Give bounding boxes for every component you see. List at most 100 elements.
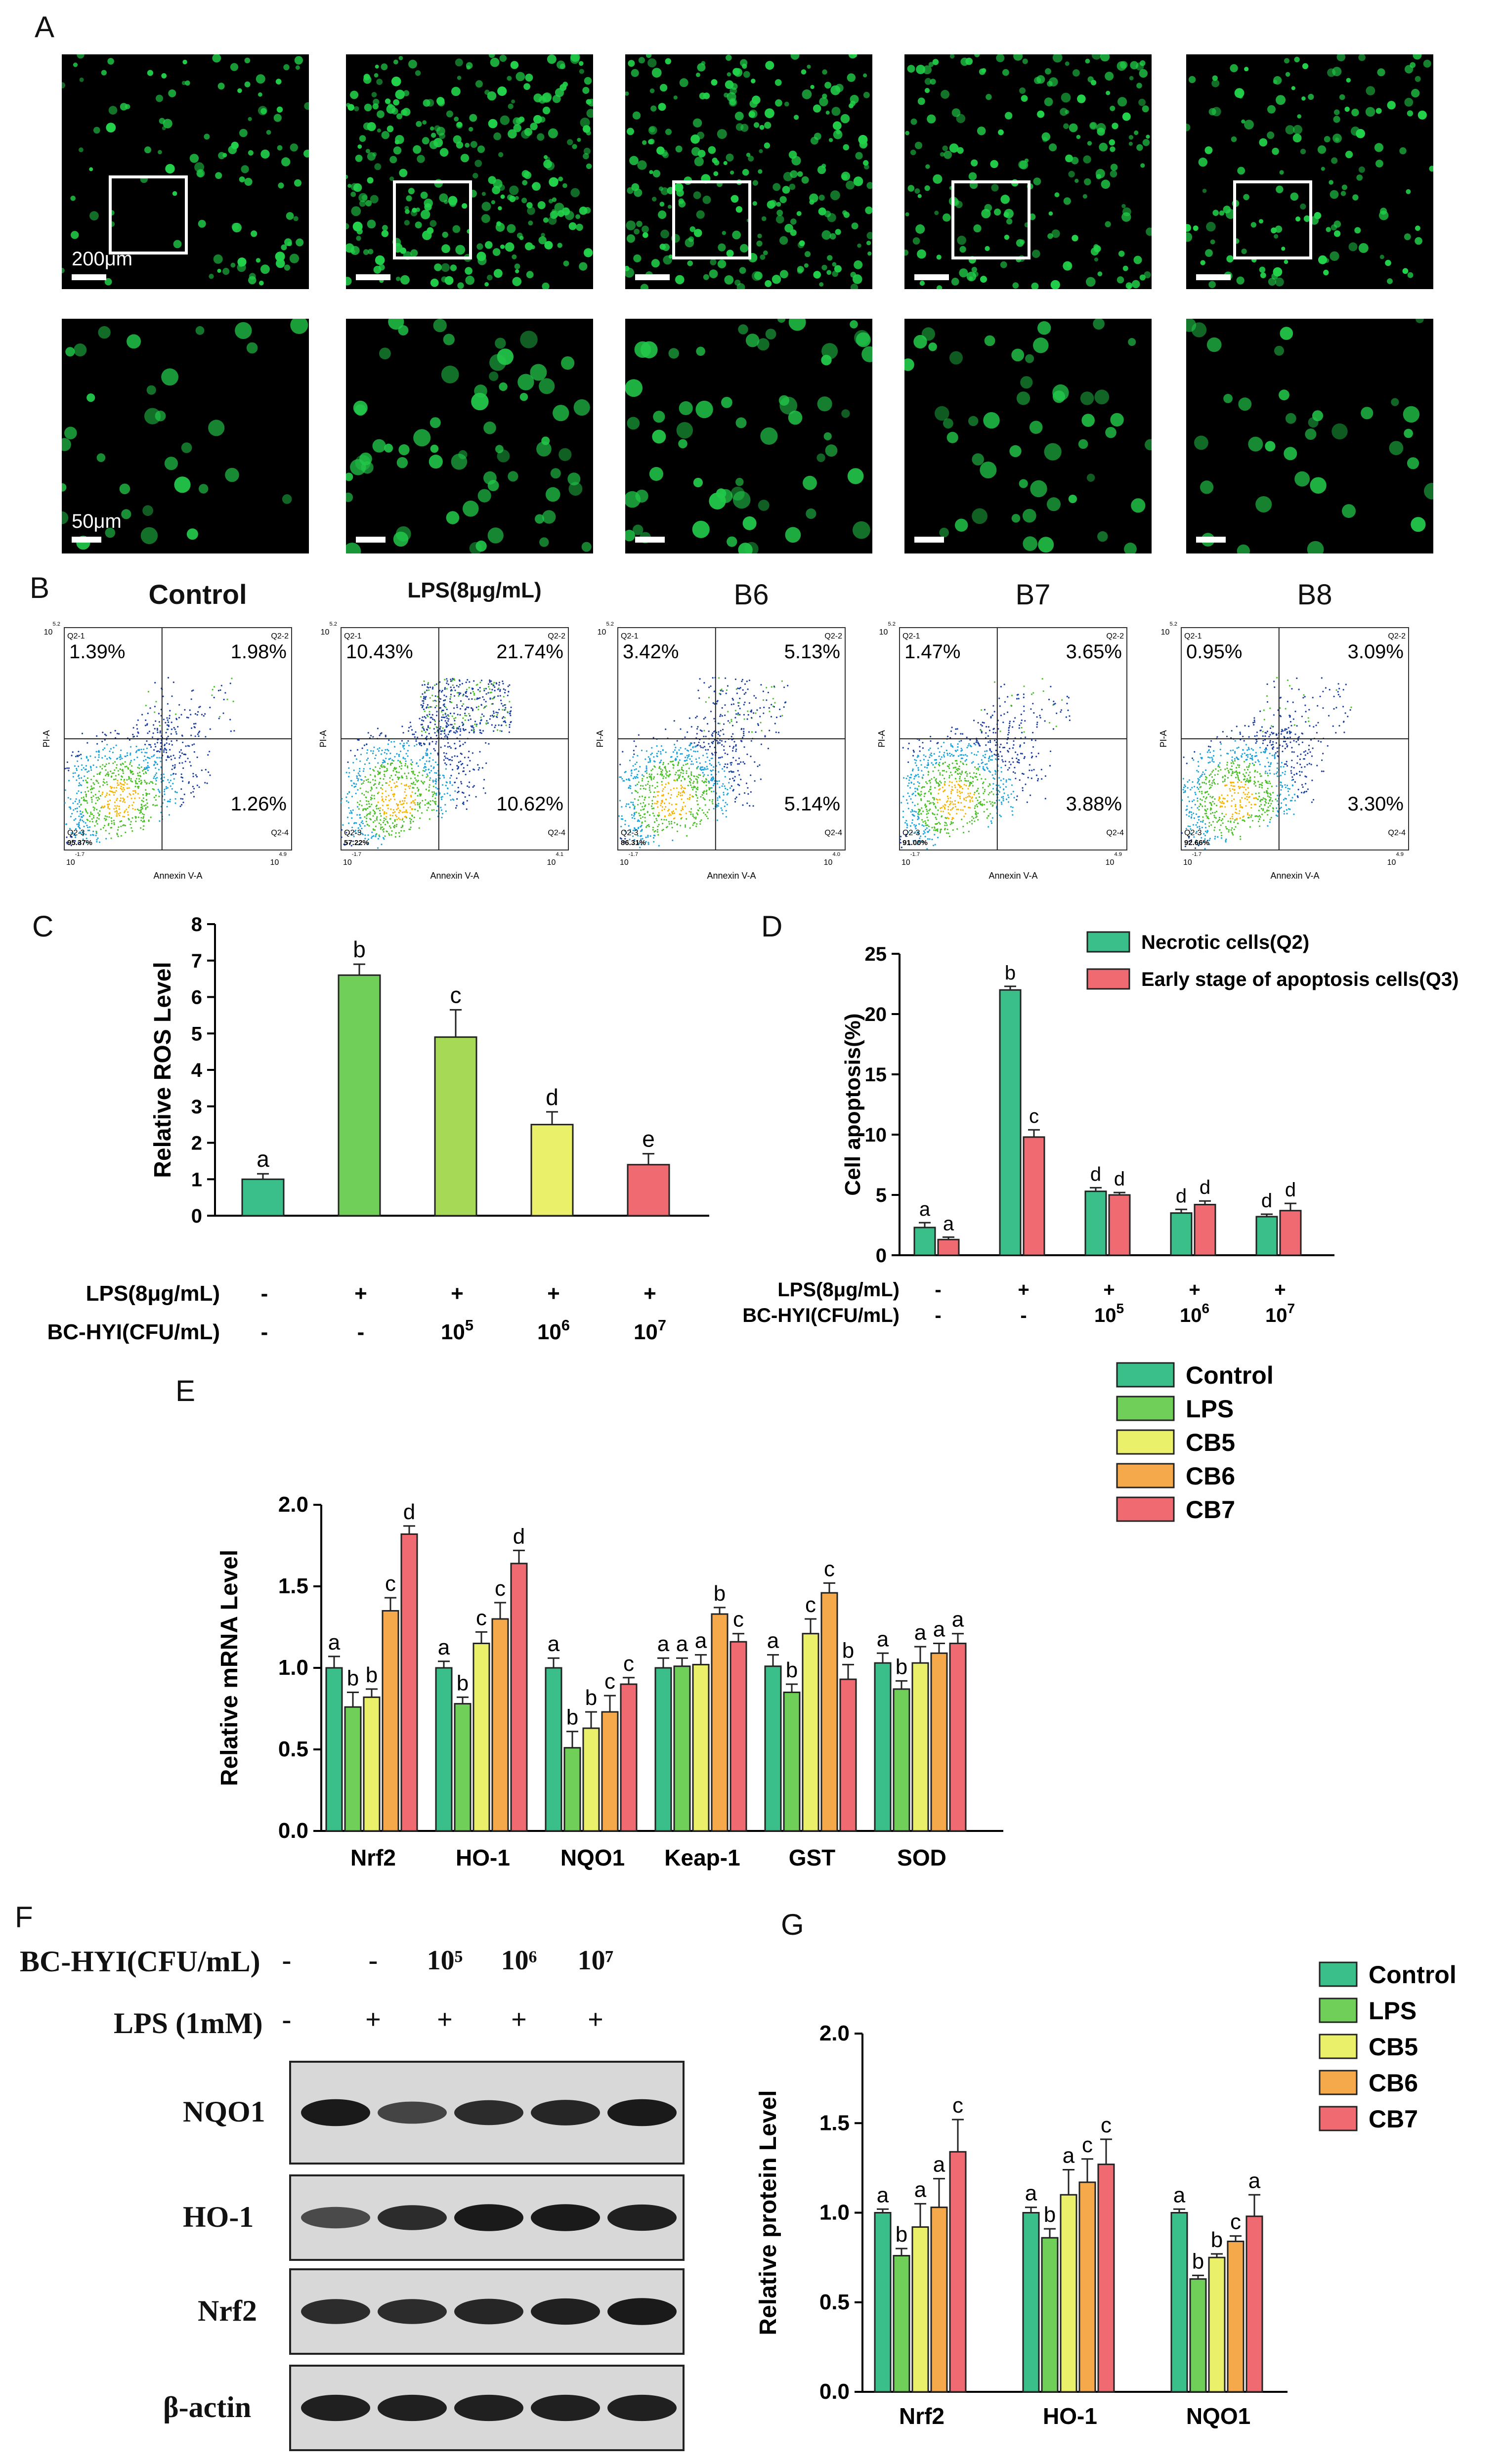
event-dot: [926, 827, 928, 829]
event-dot: [699, 768, 701, 770]
event-dot: [957, 795, 959, 797]
event-dot: [946, 817, 948, 819]
event-dot: [1210, 824, 1212, 826]
event-dot: [690, 771, 692, 773]
event-dot: [743, 714, 745, 716]
event-dot: [446, 708, 448, 711]
event-dot: [716, 740, 718, 742]
event-dot: [414, 736, 416, 738]
event-dot: [408, 745, 410, 747]
event-dot: [1060, 711, 1062, 713]
event-dot: [130, 780, 132, 782]
event-dot: [1262, 742, 1264, 744]
event-dot: [632, 777, 635, 779]
event-dot: [364, 816, 366, 818]
event-dot: [364, 776, 366, 778]
event-dot: [1267, 795, 1269, 797]
event-dot: [82, 780, 85, 782]
event-dot: [456, 706, 458, 708]
event-dot: [1240, 806, 1242, 808]
event-dot: [439, 792, 441, 794]
event-dot: [707, 817, 709, 819]
event-dot: [901, 802, 902, 804]
event-dot: [449, 794, 451, 796]
event-dot: [77, 760, 79, 762]
event-dot: [689, 777, 691, 779]
event-dot: [986, 713, 988, 715]
event-dot: [433, 809, 435, 811]
event-dot: [665, 826, 668, 828]
event-dot: [932, 845, 935, 847]
event-dot: [78, 785, 80, 787]
event-dot: [1263, 819, 1265, 821]
event-dot: [738, 774, 740, 776]
event-dot: [687, 757, 688, 759]
event-dot: [725, 809, 727, 812]
event-dot: [685, 764, 687, 765]
event-dot: [116, 798, 118, 800]
event-dot: [359, 831, 361, 833]
event-dot: [1190, 811, 1192, 813]
event-dot: [730, 762, 733, 764]
event-dot: [85, 796, 87, 798]
event-dot: [96, 839, 98, 841]
event-dot: [1261, 799, 1264, 801]
event-dot: [145, 768, 147, 770]
event-dot: [69, 807, 71, 808]
event-dot: [417, 765, 419, 767]
event-dot: [391, 762, 393, 765]
event-dot: [917, 773, 919, 775]
event-dot: [429, 717, 431, 719]
event-dot: [732, 747, 734, 749]
event-dot: [86, 811, 87, 813]
event-dot: [944, 804, 946, 806]
event-dot: [695, 816, 697, 818]
event-dot: [1284, 728, 1286, 730]
event-dot: [442, 727, 444, 729]
quadrant-percent-q2: 1.98%: [231, 641, 287, 663]
event-dot: [649, 814, 651, 816]
event-dot: [217, 689, 219, 691]
event-dot: [416, 763, 418, 765]
event-dot: [102, 784, 104, 786]
event-dot: [422, 757, 424, 759]
event-dot: [429, 713, 430, 716]
event-dot: [498, 724, 500, 726]
event-dot: [1317, 705, 1319, 707]
event-dot: [1207, 793, 1209, 795]
event-dot: [1212, 755, 1215, 757]
event-dot: [124, 811, 126, 813]
event-dot: [130, 760, 132, 762]
event-dot: [381, 749, 383, 752]
flow-scatter: Q2-1 Q2-2Q2-3 Q2-41.39% 1.98%1.26%95.37%Ann…: [42, 621, 292, 881]
event-dot: [1276, 800, 1278, 802]
event-dot: [1003, 792, 1005, 794]
event-dot: [414, 792, 416, 794]
event-dot: [461, 705, 463, 707]
event-dot: [387, 822, 389, 824]
event-dot: [152, 804, 154, 806]
event-dot: [701, 794, 703, 796]
event-dot: [971, 752, 973, 754]
event-dot: [90, 785, 92, 787]
event-dot: [193, 788, 195, 790]
event-dot: [358, 814, 361, 816]
event-dot: [426, 706, 428, 708]
event-dot: [1198, 845, 1200, 847]
event-dot: [990, 751, 992, 753]
event-dot: [385, 734, 386, 736]
event-dot: [148, 744, 150, 746]
event-dot: [981, 732, 983, 734]
event-dot: [72, 751, 74, 753]
event-dot: [164, 744, 166, 746]
event-dot: [1005, 798, 1008, 800]
event-dot: [959, 786, 961, 788]
event-dot: [422, 716, 424, 718]
event-dot: [989, 741, 991, 743]
event-dot: [374, 820, 376, 822]
event-dot: [683, 791, 685, 793]
y-axis-max-tick: 105.2: [44, 621, 60, 637]
event-dot: [1235, 811, 1237, 813]
event-dot: [937, 822, 939, 825]
event-dot: [445, 734, 447, 736]
